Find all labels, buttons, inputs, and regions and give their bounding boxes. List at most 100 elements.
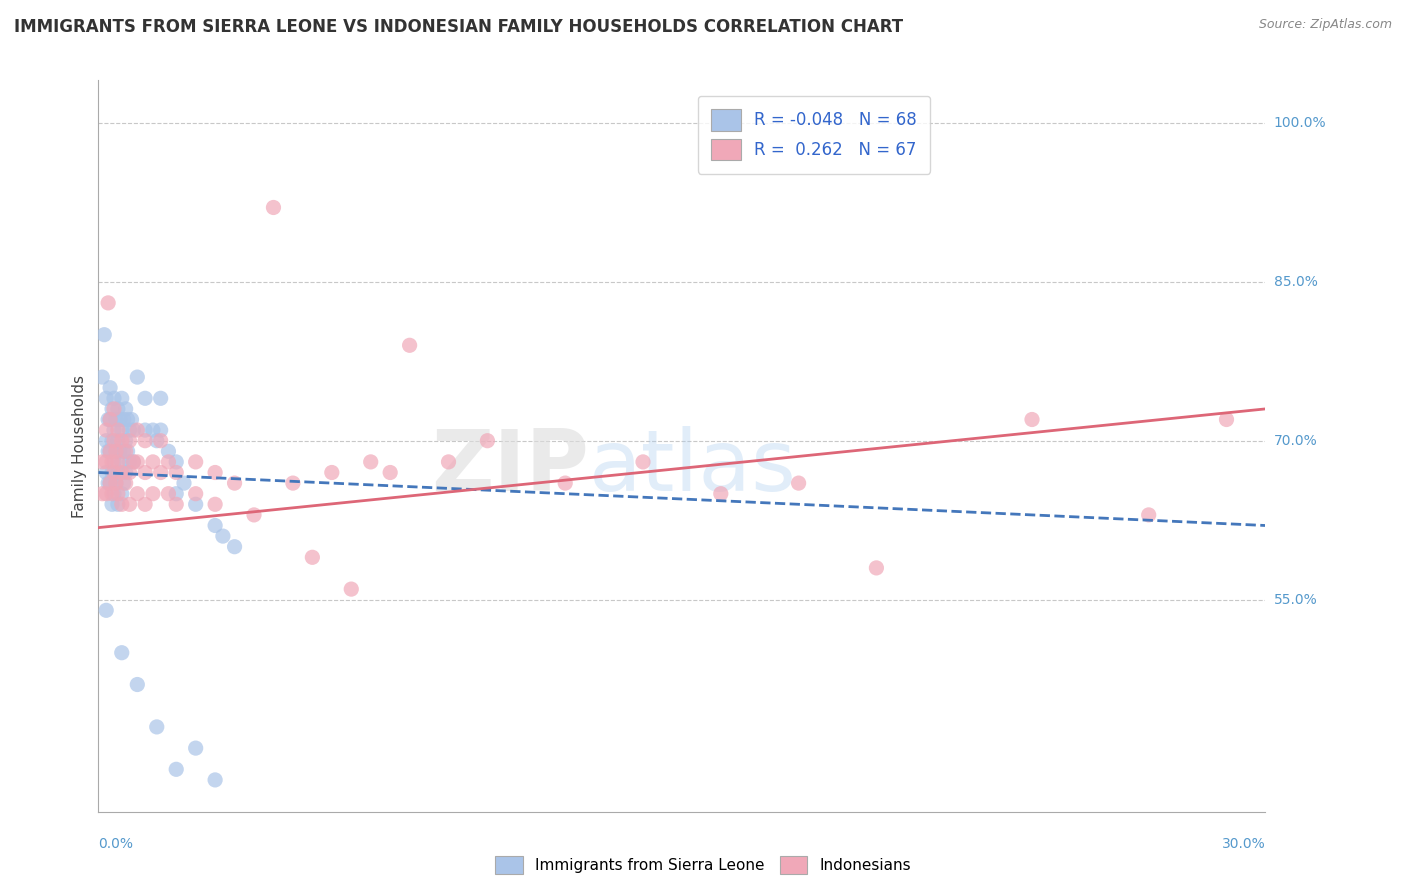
Point [134, 392, 156, 406]
Point [114, 476, 136, 491]
Point [104, 476, 127, 491]
Point [104, 412, 127, 426]
Point [107, 401, 129, 416]
Point [122, 455, 145, 469]
Point [101, 401, 124, 416]
Point [1137, 508, 1160, 522]
Point [111, 497, 134, 511]
Point [149, 392, 172, 406]
Point [107, 466, 129, 480]
Point [98, 444, 121, 458]
Point [146, 720, 169, 734]
Point [134, 434, 156, 448]
Point [101, 486, 124, 500]
Point [114, 401, 136, 416]
Point [865, 561, 887, 575]
Point [103, 434, 125, 448]
Point [96, 434, 118, 448]
Point [165, 762, 187, 776]
Point [101, 497, 124, 511]
Point [107, 455, 129, 469]
Point [127, 486, 149, 500]
Point [108, 444, 131, 458]
Point [134, 423, 156, 437]
Point [127, 423, 149, 437]
Text: 85.0%: 85.0% [1274, 275, 1317, 289]
Point [103, 455, 125, 469]
Point [122, 455, 145, 469]
Text: 55.0%: 55.0% [1274, 592, 1317, 607]
Point [142, 423, 165, 437]
Point [111, 646, 134, 660]
Point [117, 444, 139, 458]
Point [91, 486, 114, 500]
Point [111, 486, 134, 500]
Point [121, 412, 143, 426]
Point [96, 486, 118, 500]
Point [103, 401, 125, 416]
Point [184, 741, 207, 756]
Point [114, 466, 136, 480]
Point [98, 412, 121, 426]
Point [554, 476, 576, 491]
Point [118, 455, 141, 469]
Point [96, 603, 118, 617]
Point [103, 392, 125, 406]
Text: IMMIGRANTS FROM SIERRA LEONE VS INDONESIAN FAMILY HOUSEHOLDS CORRELATION CHART: IMMIGRANTS FROM SIERRA LEONE VS INDONESI… [14, 18, 903, 36]
Point [96, 466, 118, 480]
Point [477, 434, 499, 448]
Point [104, 444, 127, 458]
Point [114, 444, 136, 458]
Point [127, 370, 149, 384]
Point [165, 497, 187, 511]
Legend: R = -0.048   N = 68, R =  0.262   N = 67: R = -0.048 N = 68, R = 0.262 N = 67 [697, 96, 931, 174]
Point [243, 508, 266, 522]
Point [165, 455, 187, 469]
Point [104, 476, 127, 491]
Point [204, 772, 226, 787]
Point [107, 434, 129, 448]
Point [96, 423, 118, 437]
Point [204, 518, 226, 533]
Text: 0.0%: 0.0% [98, 837, 134, 851]
Point [165, 486, 187, 500]
Point [380, 466, 402, 480]
Point [97, 412, 120, 426]
Point [98, 444, 121, 458]
Point [108, 412, 131, 426]
Point [184, 497, 207, 511]
Point [91, 370, 114, 384]
Point [103, 423, 125, 437]
Point [111, 455, 134, 469]
Point [157, 444, 180, 458]
Point [631, 455, 654, 469]
Point [134, 497, 156, 511]
Point [96, 392, 118, 406]
Point [111, 423, 134, 437]
Point [93, 327, 115, 342]
Point [98, 412, 121, 426]
Text: 70.0%: 70.0% [1274, 434, 1317, 448]
Point [118, 423, 141, 437]
Point [157, 486, 180, 500]
Point [98, 381, 121, 395]
Point [117, 412, 139, 426]
Text: atlas: atlas [589, 426, 797, 509]
Point [97, 296, 120, 310]
Point [301, 550, 323, 565]
Point [340, 582, 363, 596]
Point [146, 434, 169, 448]
Point [787, 476, 810, 491]
Point [321, 466, 343, 480]
Point [112, 476, 135, 491]
Point [91, 455, 114, 469]
Point [398, 338, 420, 352]
Point [118, 434, 141, 448]
Y-axis label: Family Households: Family Households [72, 375, 87, 517]
Point [107, 497, 129, 511]
Point [114, 434, 136, 448]
Point [98, 476, 121, 491]
Point [101, 434, 124, 448]
Point [184, 486, 207, 500]
Point [97, 444, 120, 458]
